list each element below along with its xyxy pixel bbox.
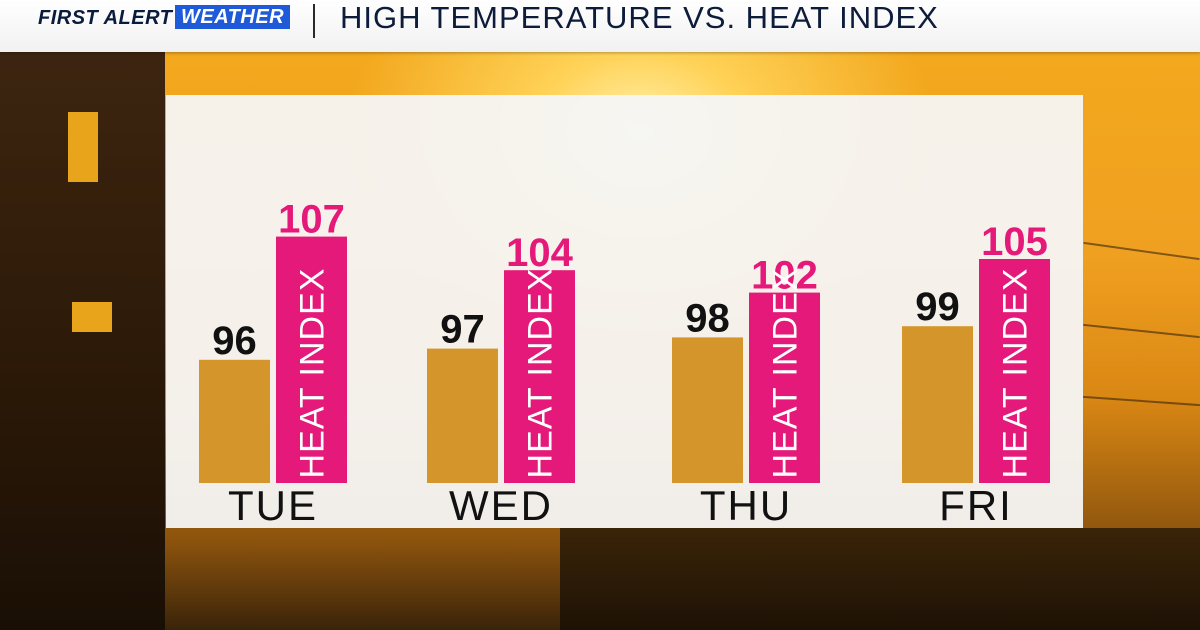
header-bar: FIRST ALERT WEATHER HIGH TEMPERATURE VS.… [0,0,1200,52]
day-label-wed: WED [449,482,553,528]
temp-bar-thu [672,337,743,483]
heat-index-bar-label: HEAT INDEX [997,268,1035,479]
header-divider [313,4,315,38]
heat-index-value-label: 104 [506,231,573,275]
temp-bar-wed [427,348,498,483]
heat-index-bar-tue [276,236,347,483]
heat-index-value-label: 105 [981,220,1048,264]
day-label-tue: TUE [228,482,318,528]
heat-index-bar-wed [504,270,575,483]
day-label-fri: FRI [939,482,1013,528]
temp-value-label: 98 [685,296,730,340]
heat-index-bar-thu [749,292,820,483]
ground-silhouette [560,528,1200,630]
heat-index-bar-label: HEAT INDEX [522,268,560,479]
heat-index-value-label: 102 [751,254,818,298]
temp-bar-tue [199,359,270,483]
silhouette-building [0,52,165,630]
chart-panel: 96 107 HEAT INDEX TUE 97 104 HEAT INDEX WED 98 10… [166,95,1083,528]
heat-index-bar-label: HEAT INDEX [294,268,332,479]
brand-first-alert: FIRST ALERT [38,7,173,29]
heat-index-bar-fri [979,259,1050,483]
brand-weather-badge: WEATHER [175,5,291,29]
heat-index-value-label: 107 [278,198,345,242]
temp-bar-fri [902,326,973,483]
temp-value-label: 99 [915,285,960,329]
heat-index-bar-label: HEAT INDEX [767,268,805,479]
temp-value-label: 96 [212,319,257,363]
temp-value-label: 97 [440,308,485,352]
page-title: HIGH TEMPERATURE VS. HEAT INDEX [340,0,939,35]
day-label-thu: THU [700,482,792,528]
